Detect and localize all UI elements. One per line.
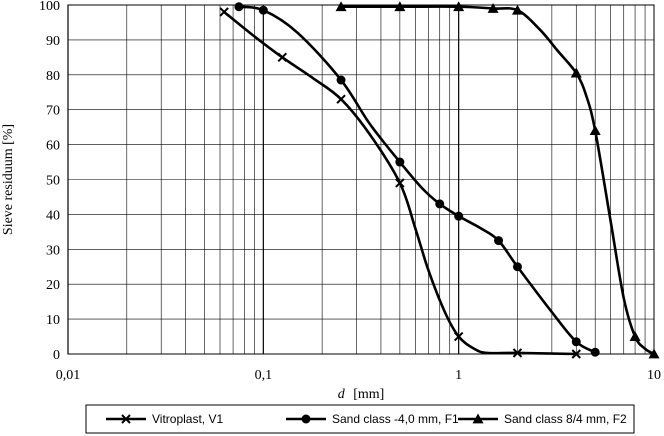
legend-entry-3: Sand class 8/4 mm, F2: [458, 412, 627, 426]
legend: Vitroplast, V1 Sand class -4,0 mm, F1 Sand…: [85, 404, 635, 434]
data-point-circle: [454, 211, 464, 221]
legend-label: Vitroplast, V1: [152, 412, 223, 426]
data-point-circle: [435, 199, 445, 209]
data-point-cross: [277, 52, 287, 63]
y-tick-label: 60: [46, 139, 60, 154]
data-point-triangle: [570, 67, 582, 78]
data-point-triangle: [487, 2, 499, 13]
series-line-3: [341, 5, 655, 356]
x-tick-label: 0,01: [56, 368, 81, 383]
legend-entry-2: Sand class -4,0 mm, F1: [286, 412, 459, 426]
data-point-triangle: [472, 413, 484, 424]
data-point-cross: [512, 348, 523, 358]
data-point-triangle: [589, 125, 601, 136]
series-line-1: [223, 10, 577, 356]
y-tick-label: 20: [46, 278, 60, 293]
y-tick-label: 70: [46, 104, 60, 119]
legend-label: Sand class 8/4 mm, F2: [504, 412, 627, 426]
series-markers: [219, 1, 660, 359]
data-point-circle: [258, 5, 268, 15]
x-tick-label: 10: [647, 368, 661, 383]
x-axis-label: d [mm]: [338, 387, 385, 402]
legend-box: [85, 404, 635, 434]
x-axis-label-symbol: d: [338, 387, 346, 402]
data-point-circle: [301, 414, 311, 424]
data-point-circle: [512, 262, 522, 272]
y-axis-label: Sieve residuum [%]: [1, 124, 16, 235]
data-point-circle: [395, 157, 405, 167]
series-curves: [223, 5, 655, 356]
data-point-triangle: [394, 1, 406, 12]
data-point-triangle: [335, 1, 347, 12]
y-tick-label: 10: [46, 313, 60, 328]
y-tick-label: 80: [46, 69, 60, 84]
data-point-cross: [219, 7, 229, 17]
data-point-circle: [336, 75, 346, 85]
grid-lines: [67, 4, 654, 355]
plot-frame: [67, 4, 655, 355]
data-point-triangle: [629, 331, 641, 341]
data-point-circle: [590, 347, 600, 357]
legend-label: Sand class -4,0 mm, F1: [332, 412, 459, 426]
x-tick-label: 1: [455, 368, 462, 383]
data-point-cross: [453, 331, 464, 342]
y-tick-label: 30: [46, 243, 60, 258]
x-axis-label-unit: [mm]: [353, 387, 384, 402]
data-point-circle: [234, 2, 244, 12]
data-point-circle: [494, 236, 504, 246]
y-tick-label: 0: [53, 348, 60, 363]
y-tick-label: 40: [46, 208, 60, 223]
data-point-triangle: [511, 4, 523, 15]
data-point-triangle: [453, 1, 465, 12]
y-tick-label: 50: [46, 174, 60, 189]
x-tick-label: 0,1: [255, 368, 273, 383]
legend-entry-1: Vitroplast, V1: [106, 412, 223, 426]
data-point-cross: [395, 178, 405, 188]
tick-labels: 0 10 20 30 40 50 60 70 80 90 100 0,01 0,1 1 10: [39, 0, 661, 383]
data-point-cross: [336, 94, 346, 104]
data-point-cross: [121, 414, 131, 424]
y-tick-label: 90: [46, 34, 60, 49]
data-point-circle: [571, 337, 581, 347]
y-tick-label: 100: [39, 0, 60, 14]
